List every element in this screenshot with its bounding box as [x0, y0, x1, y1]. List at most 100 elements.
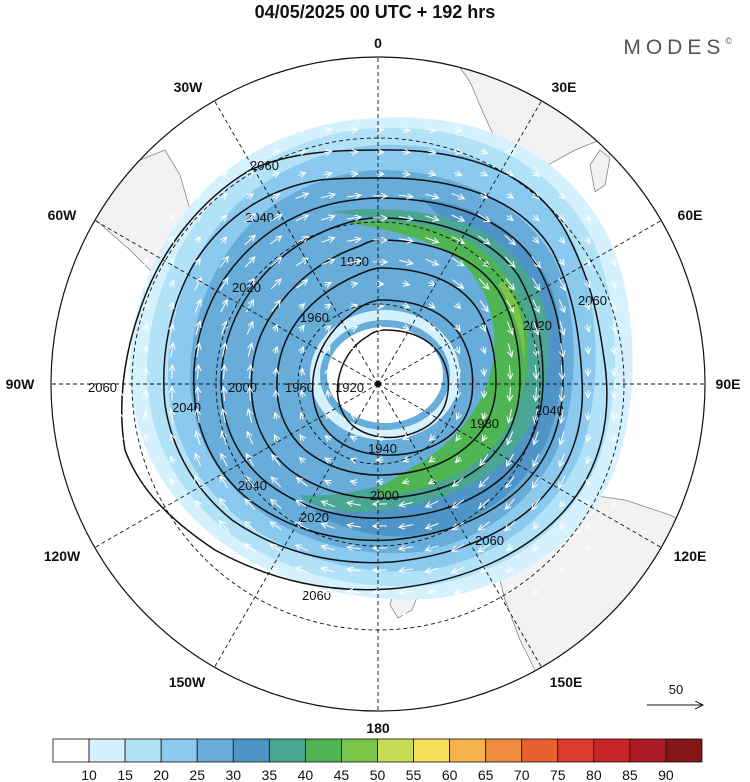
wind-vector	[198, 365, 199, 380]
wind-vector	[145, 302, 147, 310]
wind-vector	[507, 431, 514, 445]
wind-vector	[483, 346, 485, 354]
wind-vector	[613, 280, 616, 288]
wind-vector	[144, 259, 148, 266]
wind-vector	[536, 386, 537, 401]
wind-vector	[431, 368, 433, 376]
wind-vector	[270, 258, 282, 267]
colorbar-swatch	[88, 738, 126, 763]
wind-vector	[321, 546, 335, 550]
wind-vector	[531, 277, 539, 290]
contour-label: 2020	[300, 510, 329, 525]
wind-vector	[325, 282, 331, 285]
wind-vector	[276, 369, 277, 376]
meridian-label-30w: 30W	[174, 79, 204, 95]
colorbar-tick-label: 30	[225, 767, 241, 782]
wind-vector	[480, 454, 489, 465]
wind-vector	[145, 479, 148, 486]
colorbar-tick-label: 15	[117, 767, 133, 782]
wind-vector	[613, 324, 615, 331]
wind-vector	[146, 412, 147, 420]
wind-vector	[452, 544, 465, 551]
wind-vector	[480, 194, 488, 198]
wind-vector	[402, 283, 410, 285]
wind-vector	[403, 348, 408, 352]
wind-vector	[300, 458, 305, 463]
wind-vector	[510, 386, 511, 401]
colorbar-swatch	[341, 738, 378, 763]
wind-vector	[399, 239, 413, 242]
wind-vector	[196, 259, 200, 265]
wind-vector	[298, 613, 306, 615]
wind-vector	[613, 302, 615, 309]
wind-vector	[219, 278, 228, 291]
wind-vector	[508, 343, 511, 357]
contour-label: 2000	[370, 488, 399, 503]
colorbar-tick-label: 65	[478, 767, 494, 782]
wind-vector	[431, 390, 432, 398]
wind-vector	[221, 194, 227, 199]
contour-1960	[276, 267, 497, 476]
wind-vector	[195, 545, 200, 551]
meridian-label-60w: 60W	[48, 207, 78, 223]
wind-vector	[403, 481, 410, 483]
wind-vector	[480, 150, 488, 153]
wind-vector	[457, 413, 460, 419]
colorbar-swatch	[665, 738, 703, 763]
wind-vector	[296, 500, 309, 509]
wind-vector	[270, 279, 281, 290]
contour-label: 2040	[245, 210, 274, 225]
wind-vector	[327, 369, 329, 376]
wind-vector	[560, 523, 565, 529]
wind-vector	[271, 477, 282, 488]
wind-vector	[561, 343, 564, 357]
meridian-label-90w: 90W	[6, 376, 36, 392]
wind-vector	[399, 217, 413, 219]
wind-vector	[429, 282, 435, 285]
wind-vector	[298, 151, 305, 153]
wind-vector	[507, 568, 513, 572]
wind-vector	[558, 277, 566, 290]
wind-vector	[535, 409, 538, 423]
wind-vector	[322, 501, 335, 508]
wind-vector	[195, 567, 201, 572]
colorbar-swatch	[593, 738, 631, 763]
wind-vector	[456, 435, 460, 441]
wind-vector	[402, 614, 410, 615]
wind-vector	[321, 194, 335, 198]
wind-vector	[484, 368, 485, 376]
colorbar-swatch	[196, 738, 234, 763]
wind-vector	[559, 545, 564, 551]
wind-vector	[428, 613, 436, 615]
wind-vector	[505, 278, 514, 289]
wind-vector	[481, 612, 488, 615]
contour-label: 2060	[578, 293, 607, 308]
wind-vector	[533, 523, 538, 529]
wind-vector	[451, 192, 465, 198]
wind-vector	[562, 386, 563, 401]
wind-vector	[194, 300, 201, 313]
colorbar-tick-label: 20	[153, 767, 169, 782]
wind-vector	[171, 302, 174, 310]
wind-vector	[533, 215, 539, 220]
colorbar-tick-label: 55	[406, 767, 422, 782]
wind-vector	[430, 326, 435, 331]
wind-vector	[586, 258, 590, 266]
wind-vector	[270, 544, 283, 553]
wind-vector	[119, 324, 121, 332]
wind-vector	[297, 478, 308, 487]
wind-vector	[244, 235, 255, 246]
wind-vector	[533, 568, 539, 573]
wind-vector	[300, 435, 304, 441]
wind-vector	[196, 237, 201, 243]
wind-vector	[405, 369, 408, 375]
meridian-line	[212, 97, 379, 385]
wind-vector	[350, 283, 358, 285]
wind-vector	[325, 304, 331, 308]
wind-vector	[425, 237, 438, 243]
wind-vector	[532, 475, 541, 488]
wind-vector	[296, 567, 309, 574]
wind-vector	[351, 481, 358, 483]
contour-label: 2000	[228, 380, 257, 395]
wind-vector	[586, 545, 591, 551]
